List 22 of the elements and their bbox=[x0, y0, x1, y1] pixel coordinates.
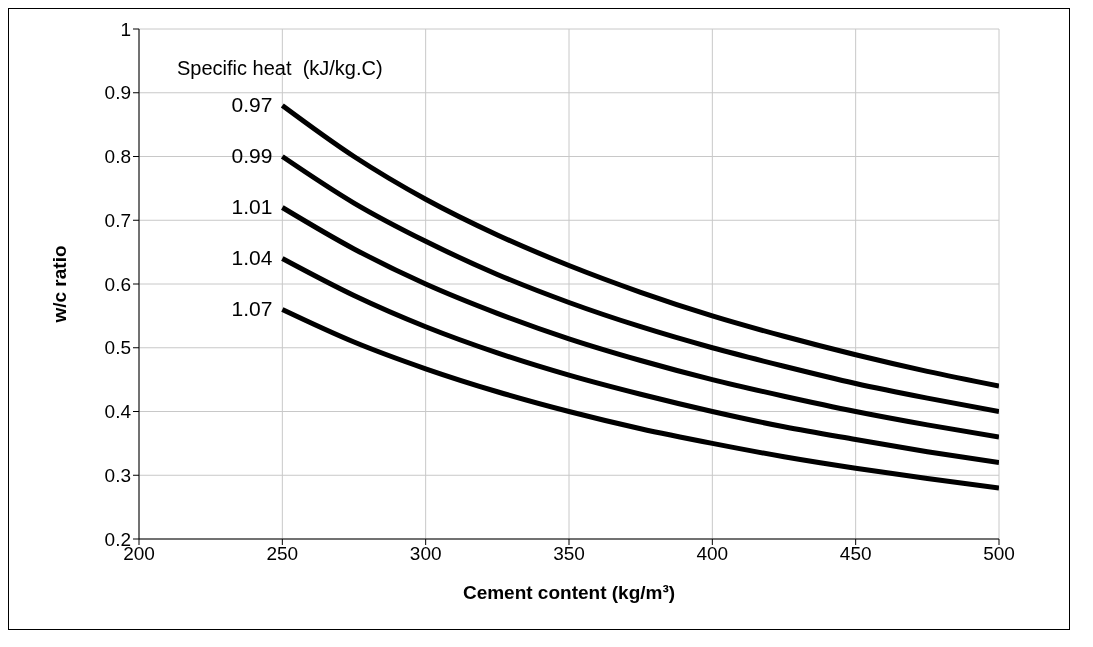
legend-title: Specific heat (kJ/kg.C) bbox=[177, 57, 383, 80]
y-tick-label: 0.3 bbox=[104, 464, 131, 486]
x-axis-title: Cement content (kg/m³) bbox=[462, 582, 676, 603]
x-tick-label: 250 bbox=[266, 543, 299, 565]
series-label: 1.04 bbox=[231, 245, 273, 269]
series-label: 0.97 bbox=[231, 92, 273, 116]
y-tick-label: 1 bbox=[120, 18, 131, 40]
series-label: 0.99 bbox=[231, 143, 273, 167]
y-tick-label: 0.5 bbox=[104, 337, 131, 359]
y-tick-label: 0.8 bbox=[104, 146, 131, 168]
y-tick-label: 0.7 bbox=[104, 209, 131, 231]
x-tick-label: 350 bbox=[553, 543, 585, 565]
x-tick-label: 300 bbox=[409, 543, 442, 565]
series-label: 1.01 bbox=[231, 194, 273, 218]
x-tick-label: 500 bbox=[983, 543, 1015, 565]
y-tick-label: 0.9 bbox=[104, 82, 131, 104]
y-axis-title: w/c ratio bbox=[48, 245, 70, 324]
x-tick-label: 450 bbox=[839, 543, 872, 565]
x-tick-label: 400 bbox=[696, 543, 729, 565]
y-tick-label: 0.6 bbox=[104, 273, 131, 295]
y-tick-label: 0.4 bbox=[104, 401, 132, 423]
series-label: 1.07 bbox=[231, 296, 273, 320]
